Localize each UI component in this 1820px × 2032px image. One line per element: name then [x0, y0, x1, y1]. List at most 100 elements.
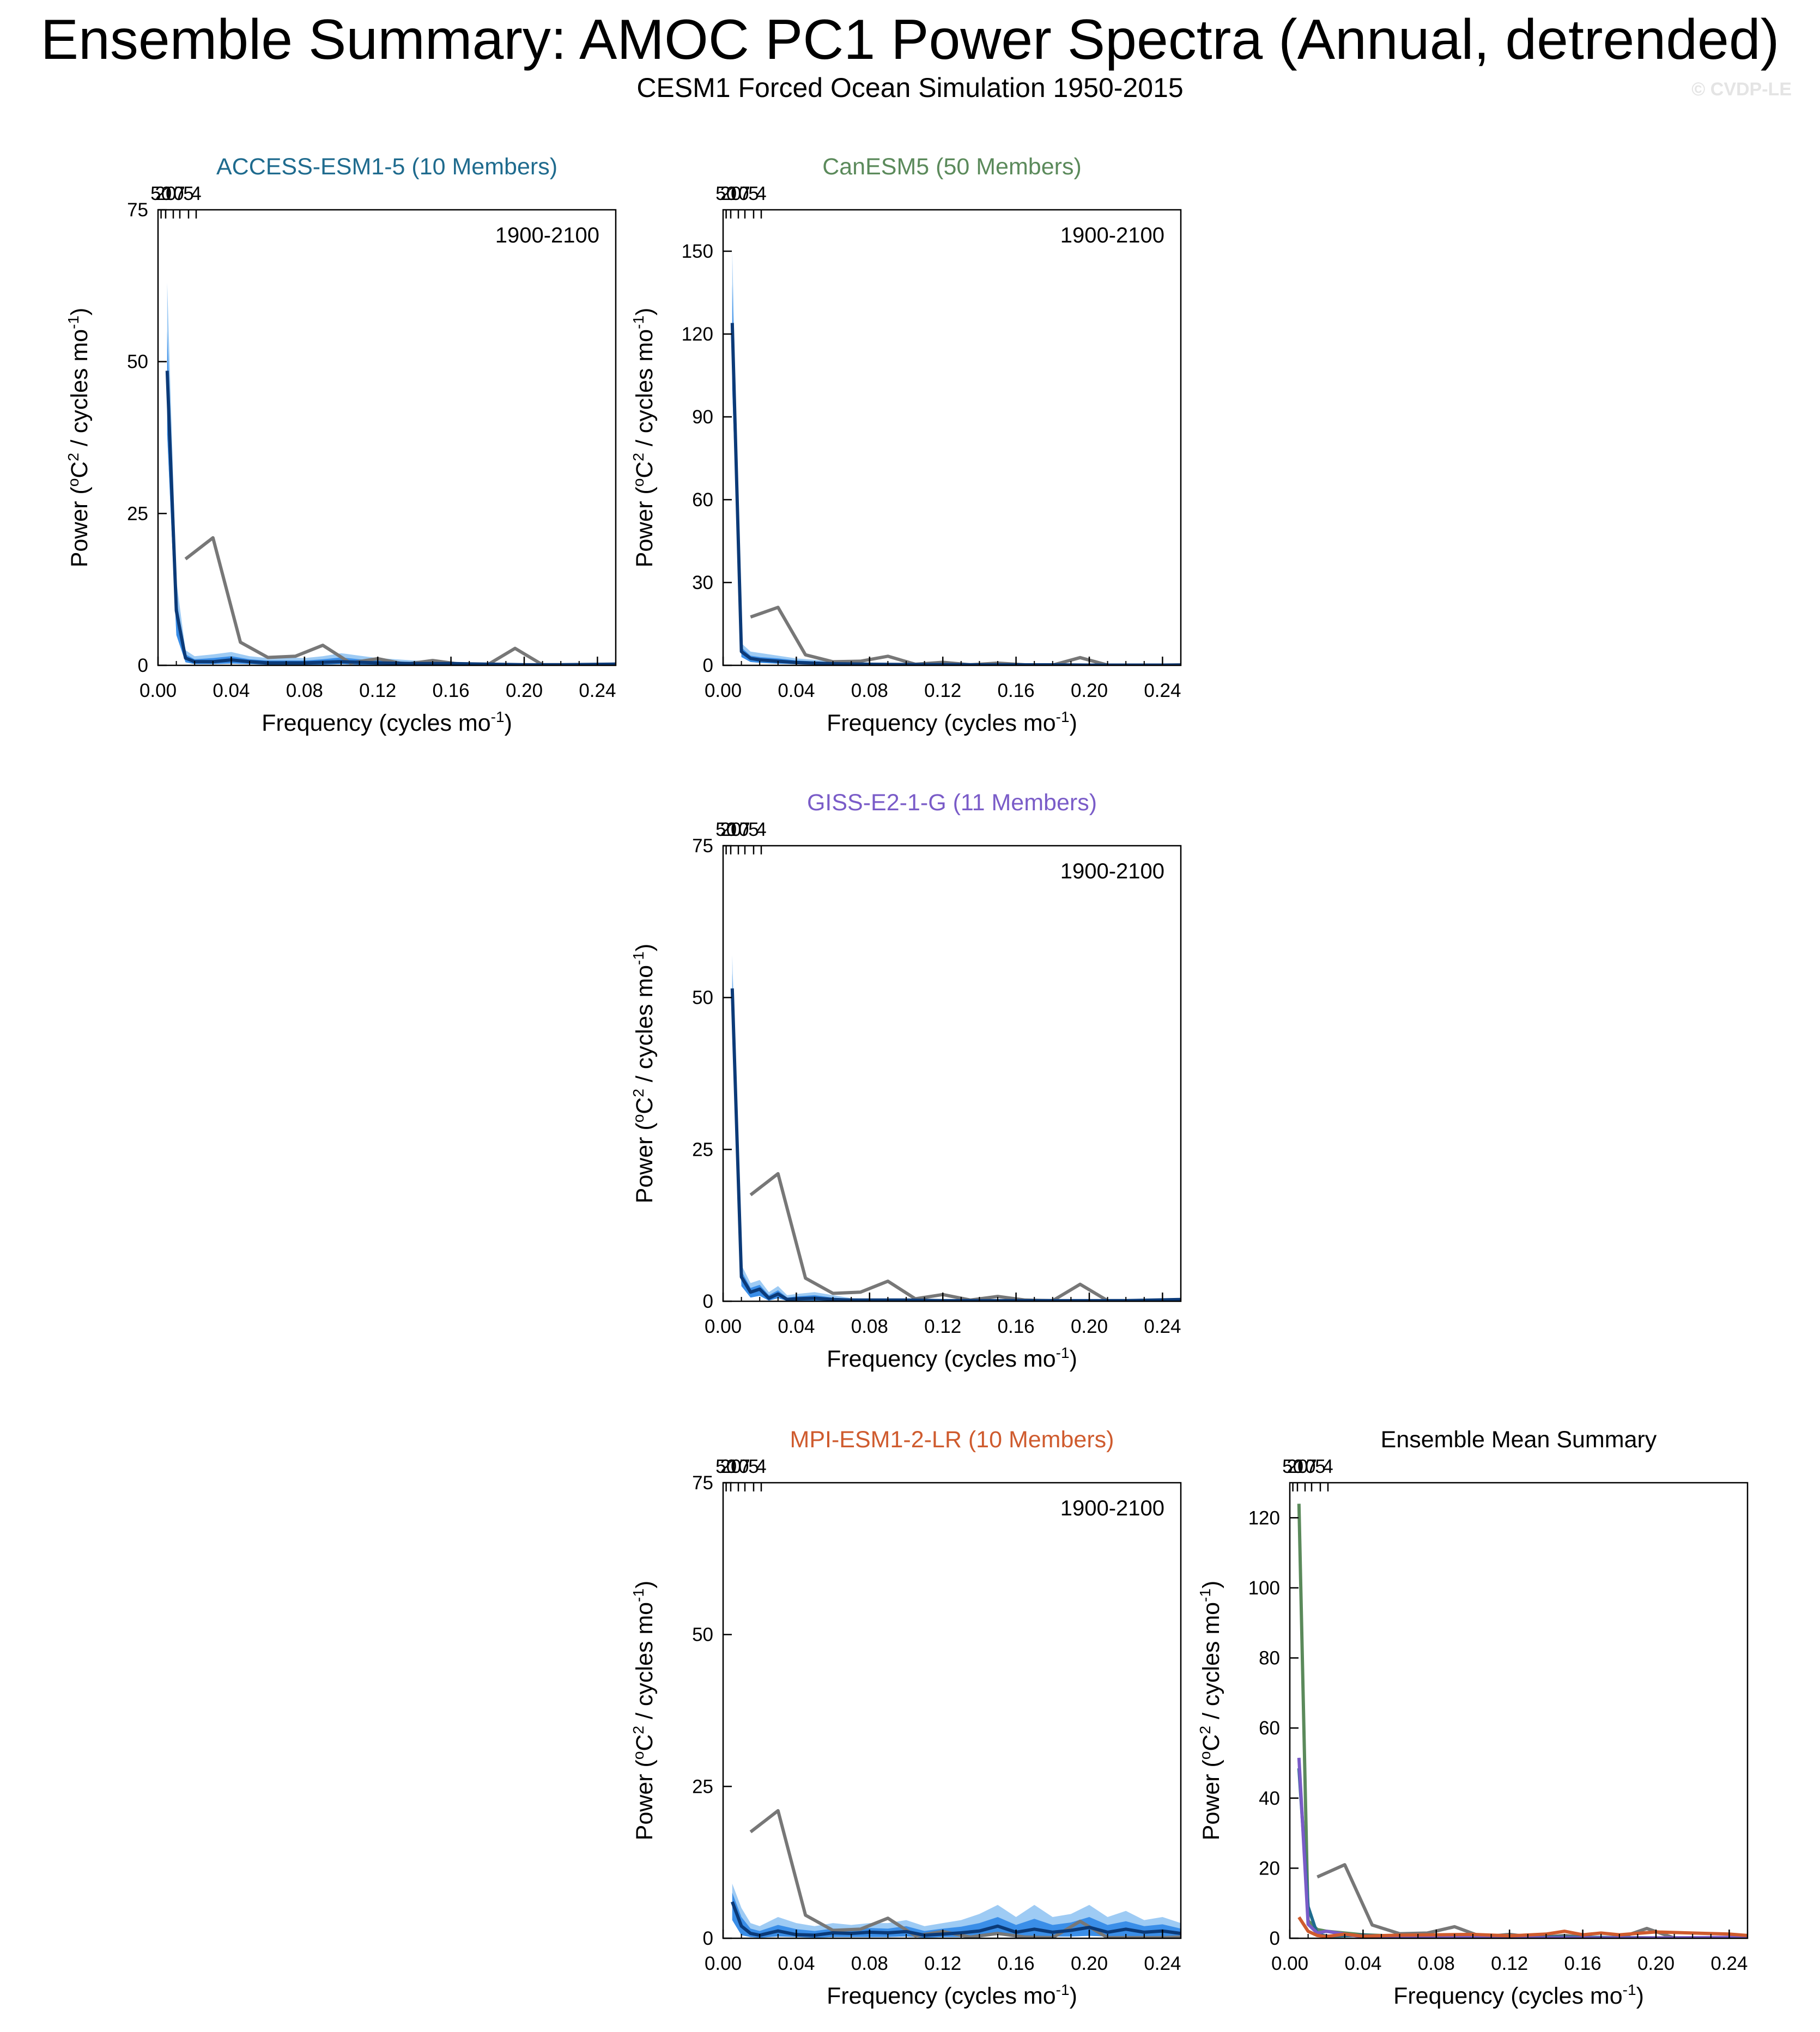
y-tick-label: 25 [127, 503, 148, 524]
y-axis-label: Power (oC2 / cycles mo-1) [630, 944, 658, 1204]
y-tick-label: 0 [1270, 1928, 1280, 1949]
y-tick-label: 25 [692, 1139, 713, 1160]
top-tick-label: 7 [739, 819, 750, 840]
chart-panel-1: 0.00 0.04 0.08 0.12 0.16 0.20 0.24025507550201… [65, 154, 617, 736]
top-tick-label: 4 [756, 1456, 766, 1477]
x-tick-label: 0.00 [1271, 1953, 1308, 1974]
y-tick-label: 20 [1259, 1858, 1280, 1879]
x-tick-label: 0.12 [1491, 1953, 1528, 1974]
ensemble-mean-line [730, 323, 1181, 665]
x-axis-label: Frequency (cycles mo-1) [1393, 1981, 1644, 2009]
top-tick-label: 7 [174, 183, 185, 204]
x-tick-label: 0.00 [705, 680, 742, 701]
y-tick-label: 0 [703, 1291, 713, 1312]
top-tick-label: 4 [756, 183, 766, 204]
x-tick-label: 0.04 [213, 680, 250, 701]
top-tick-label: 20 [720, 1456, 742, 1477]
chart-title: ACCESS-ESM1-5 (10 Members) [216, 154, 557, 180]
y-axis-label: Power (oC2 / cycles mo-1) [630, 1581, 658, 1841]
y-tick-label: 50 [692, 1624, 713, 1646]
plot-frame [157, 209, 617, 666]
y-tick-label: 150 [682, 241, 713, 262]
period-annotation: 1900-2100 [1060, 223, 1164, 247]
top-tick-label: 5 [748, 1456, 759, 1477]
x-tick-label: 0.12 [924, 680, 961, 701]
series-line-1 [1297, 1503, 1748, 1938]
top-tick-label: 4 [1322, 1456, 1333, 1477]
x-tick-label: 0.16 [998, 1316, 1035, 1337]
x-tick-label: 0.08 [851, 680, 888, 701]
chart-title: GISS-E2-1-G (11 Members) [807, 790, 1097, 816]
top-tick-label: 50 [1282, 1456, 1303, 1477]
y-tick-label: 75 [692, 1472, 713, 1494]
plot-area [165, 282, 616, 665]
x-tick-label: 0.04 [778, 1953, 815, 1974]
top-tick-label: 7 [1306, 1456, 1317, 1477]
chart-title: MPI-ESM1-2-LR (10 Members) [790, 1427, 1114, 1453]
chart-panel-4: 0.00 0.04 0.08 0.12 0.16 0.20 0.24025507550201… [630, 1427, 1182, 2009]
y-tick-label: 50 [127, 351, 148, 373]
plot-area [730, 955, 1181, 1301]
x-tick-label: 0.08 [286, 680, 323, 701]
chart-panel-2: 0.00 0.04 0.08 0.12 0.16 0.20 0.24 0 30 60 90 120 15… [630, 154, 1182, 736]
observation-line [749, 1172, 1181, 1301]
page-title: Ensemble Summary: AMOC PC1 Power Spectra… [40, 8, 1780, 71]
y-tick-label: 30 [692, 572, 713, 593]
x-tick-label: 0.16 [998, 680, 1035, 701]
y-tick-label: 100 [1248, 1578, 1280, 1599]
top-tick-label: 10 [728, 819, 749, 840]
top-tick-label: 10 [728, 1456, 749, 1477]
y-tick-label: 0 [703, 1928, 713, 1949]
x-tick-label: 0.12 [924, 1316, 961, 1337]
x-tick-label: 0.16 [433, 680, 470, 701]
period-annotation: 1900-2100 [1060, 859, 1164, 883]
y-tick-label: 90 [692, 407, 713, 428]
x-tick-label: 0.08 [1418, 1953, 1455, 1974]
x-tick-label: 0.20 [1071, 680, 1108, 701]
x-tick-label: 0.20 [1071, 1316, 1108, 1337]
top-tick-label: 50 [715, 1456, 737, 1477]
top-tick-label: 4 [191, 183, 201, 204]
plot-frame [1289, 1482, 1749, 1939]
x-tick-label: 0.20 [1071, 1953, 1108, 1974]
page-subtitle: CESM1 Forced Ocean Simulation 1950-2015 [636, 72, 1184, 103]
top-tick-label: 20 [720, 183, 742, 204]
top-tick-label: 50 [715, 183, 737, 204]
x-axis-label: Frequency (cycles mo-1) [827, 1981, 1077, 2009]
x-tick-label: 0.04 [1344, 1953, 1381, 1974]
watermark: © CVDP-LE [1691, 79, 1792, 100]
x-tick-label: 0.16 [998, 1953, 1035, 1974]
y-axis-label: Power (oC2 / cycles mo-1) [630, 308, 658, 568]
x-tick-label: 0.04 [778, 680, 815, 701]
y-axis-label: Power (oC2 / cycles mo-1) [1197, 1581, 1224, 1841]
top-tick-label: 20 [155, 183, 177, 204]
top-tick-label: 4 [756, 819, 766, 840]
top-tick-label: 10 [163, 183, 184, 204]
x-tick-label: 0.24 [1144, 1316, 1181, 1337]
top-tick-label: 50 [715, 819, 737, 840]
observation-line [750, 605, 1181, 665]
observation-line [184, 536, 616, 665]
x-tick-label: 0.20 [1637, 1953, 1675, 1974]
period-annotation: 1900-2100 [495, 223, 599, 247]
x-tick-label: 0.20 [506, 680, 543, 701]
top-tick-label: 5 [183, 183, 193, 204]
top-tick-label: 20 [1287, 1456, 1308, 1477]
y-tick-label: 75 [692, 835, 713, 857]
y-axis-label: Power (oC2 / cycles mo-1) [65, 308, 93, 568]
ensemble-mean-line [165, 371, 616, 665]
plot-frame [722, 209, 1182, 666]
spread-band-outer [732, 251, 1181, 665]
y-tick-label: 60 [1259, 1718, 1280, 1739]
plot-area [730, 1809, 1181, 1938]
y-tick-label: 120 [1248, 1507, 1280, 1528]
x-tick-label: 0.12 [359, 680, 396, 701]
chart-title: Ensemble Mean Summary [1381, 1427, 1657, 1453]
y-tick-label: 50 [692, 987, 713, 1009]
y-tick-label: 120 [682, 324, 713, 345]
y-tick-label: 60 [692, 489, 713, 511]
chart-panel-5: 0.00 0.04 0.08 0.12 0.16 0.20 0.24 0 20 40 60 80 100… [1197, 1427, 1749, 2009]
x-tick-label: 0.24 [1144, 680, 1181, 701]
x-axis-label: Frequency (cycles mo-1) [262, 708, 512, 736]
